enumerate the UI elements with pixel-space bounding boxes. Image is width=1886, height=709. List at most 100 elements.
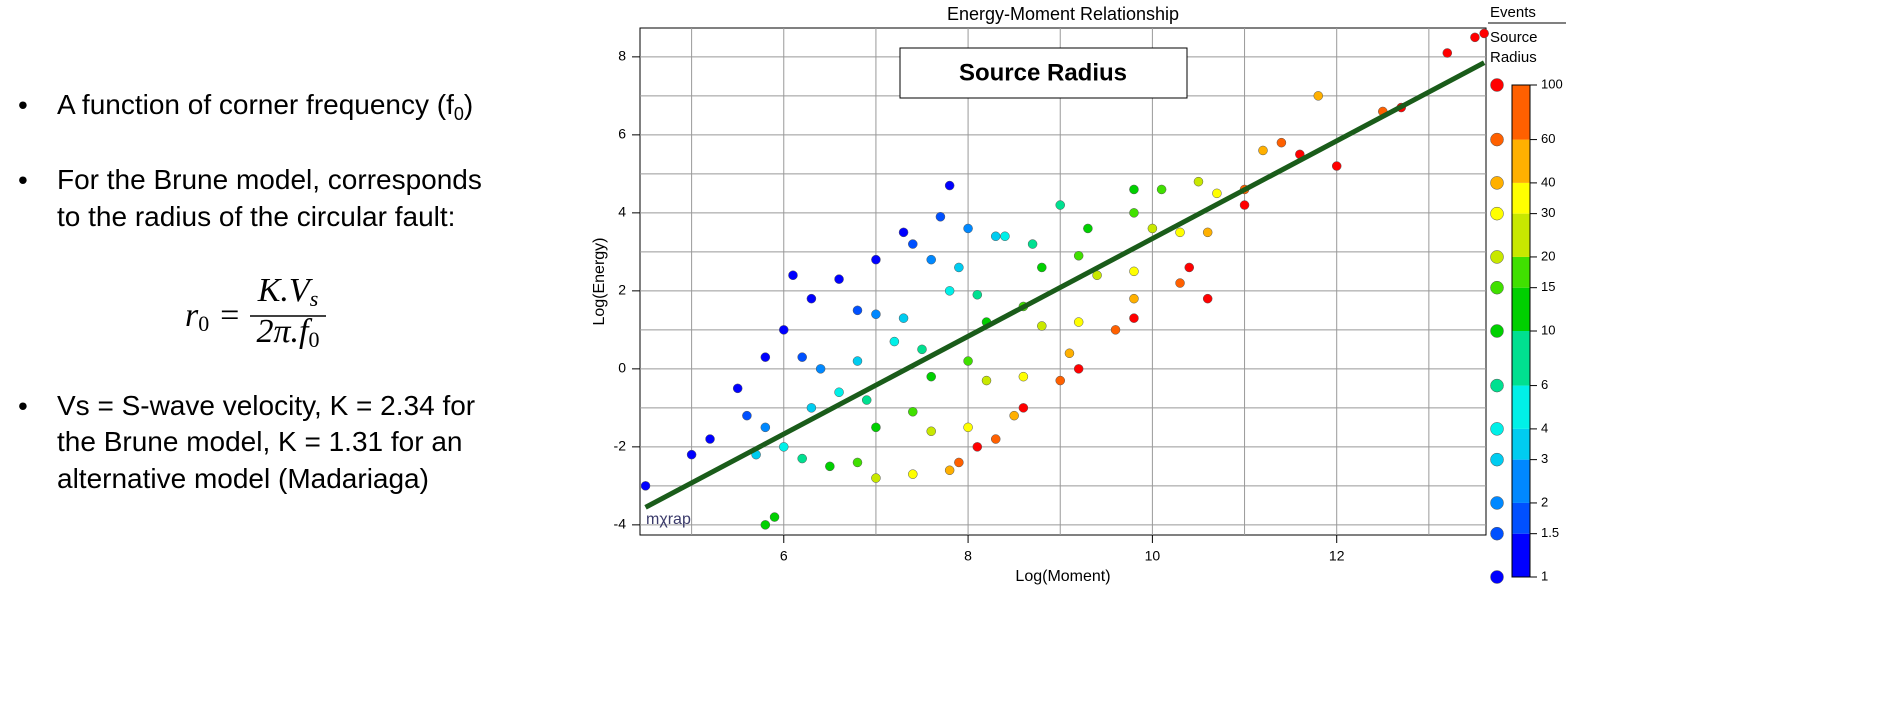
- point: [981, 375, 992, 386]
- colorbar-label: 10: [1541, 322, 1555, 337]
- point: [1175, 227, 1185, 238]
- text-part: For the Brune model, corresponds: [57, 164, 482, 195]
- colorbar-band: [1512, 428, 1530, 460]
- point: [1129, 184, 1139, 195]
- point: [1129, 313, 1139, 323]
- colorbar-band: [1512, 256, 1530, 288]
- point: [1479, 28, 1489, 39]
- point: [779, 442, 789, 452]
- bullet-text: A function of corner frequency (f0): [57, 89, 473, 123]
- point: [1073, 317, 1084, 327]
- point: [705, 434, 715, 444]
- point: [871, 473, 881, 483]
- point: [1129, 266, 1139, 277]
- point: [1000, 231, 1010, 242]
- point: [852, 305, 863, 316]
- point: [760, 422, 771, 433]
- point: [926, 426, 936, 437]
- colorbar-band: [1512, 533, 1530, 577]
- colorbar-band: [1512, 287, 1530, 331]
- point: [779, 325, 789, 335]
- point: [1202, 293, 1213, 304]
- text-part: A function of corner frequency (f: [57, 89, 454, 120]
- colorbar-label: 20: [1541, 248, 1555, 263]
- point: [1129, 208, 1139, 218]
- point: [963, 223, 973, 234]
- legend-swatch: [1490, 78, 1504, 92]
- point: [963, 422, 973, 433]
- legend-swatch: [1490, 422, 1504, 436]
- x-tick-label: 10: [1145, 548, 1161, 564]
- colorbar-band: [1512, 502, 1530, 534]
- point: [1202, 227, 1213, 238]
- x-tick-label: 6: [780, 548, 788, 564]
- point: [1156, 184, 1167, 195]
- point: [1083, 223, 1093, 234]
- colorbar-label: 2: [1541, 494, 1548, 509]
- point: [806, 293, 817, 304]
- text-part: r: [185, 297, 199, 334]
- point: [1055, 375, 1065, 386]
- text-part: to the radius of the circular fault:: [57, 201, 455, 232]
- colorbar-label: 4: [1541, 420, 1548, 435]
- bullet-text: the Brune model, K = 1.31 for an: [57, 426, 462, 457]
- text-part: Vs = S-wave velocity, K = 2.34 for: [57, 390, 475, 421]
- point: [972, 442, 983, 452]
- point: [797, 453, 807, 464]
- bullet-text: Vs = S-wave velocity, K = 2.34 for: [57, 390, 475, 421]
- colorbar-label: 6: [1541, 377, 1548, 392]
- point: [1212, 188, 1222, 199]
- text-part: 0: [308, 327, 319, 352]
- legend-swatch: [1490, 496, 1504, 510]
- point: [769, 512, 780, 522]
- y-tick-label: 8: [618, 48, 626, 64]
- chart-title: Energy-Moment Relationship: [947, 4, 1179, 24]
- legend-swatch: [1490, 324, 1504, 338]
- plot-area: [639, 27, 1487, 536]
- point: [944, 286, 955, 296]
- point: [972, 290, 983, 300]
- annotation: Source Radius: [959, 59, 1127, 86]
- point: [908, 469, 918, 479]
- bullet-dot: •: [18, 89, 28, 120]
- colorbar-frame: [1511, 84, 1531, 578]
- point: [963, 356, 973, 366]
- point: [1147, 223, 1158, 234]
- formula-eq: =: [218, 297, 241, 334]
- point: [990, 434, 1001, 444]
- x-axis-label: Log(Moment): [1015, 568, 1110, 585]
- point: [898, 227, 909, 238]
- formula-num: K.Vs: [257, 272, 319, 311]
- point: [1018, 371, 1029, 382]
- colorbar-label: 1: [1541, 568, 1548, 583]
- point: [1009, 410, 1019, 421]
- y-tick-label: 4: [618, 204, 626, 220]
- formula-den: 2π.f0: [257, 313, 320, 352]
- fit-line: [644, 60, 1486, 510]
- point: [1184, 262, 1195, 273]
- colorbar-band: [1512, 213, 1530, 257]
- point: [788, 270, 798, 281]
- point: [1175, 278, 1185, 288]
- point: [1239, 200, 1250, 210]
- point: [1027, 239, 1038, 249]
- point: [954, 262, 964, 273]
- point: [1276, 137, 1287, 148]
- legend-header: Events: [1490, 4, 1536, 21]
- point: [1073, 251, 1084, 261]
- text-part: K.V: [257, 272, 314, 309]
- point: [1037, 321, 1047, 331]
- colorbar-label: 60: [1541, 131, 1555, 146]
- point: [871, 422, 881, 433]
- point: [1092, 270, 1102, 281]
- text-part: the Brune model, K = 1.31 for an: [57, 426, 462, 457]
- point: [1018, 403, 1029, 413]
- point: [898, 313, 909, 323]
- point: [944, 180, 955, 191]
- x-tick-label: 8: [964, 548, 972, 564]
- legend-swatch: [1490, 526, 1504, 541]
- point: [1064, 348, 1075, 359]
- point: [760, 352, 771, 362]
- point: [954, 457, 964, 468]
- point: [815, 364, 826, 374]
